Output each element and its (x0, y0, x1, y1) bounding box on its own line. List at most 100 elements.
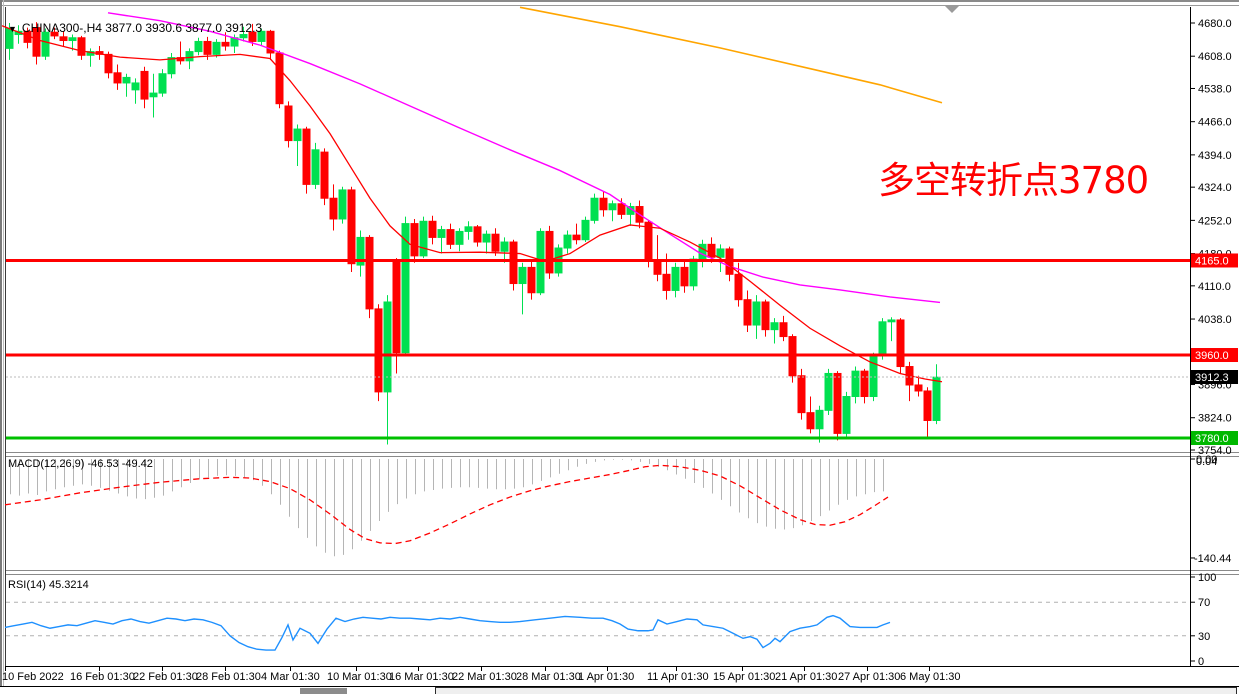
svg-text:28 Feb 01:30: 28 Feb 01:30 (196, 671, 261, 683)
svg-text:4608.0: 4608.0 (1198, 51, 1232, 63)
window-top-border (0, 0, 1239, 2)
svg-text:100: 100 (1198, 572, 1216, 584)
candle (833, 372, 842, 434)
moving-averages-layer (1, 6, 943, 383)
annotation-text: 多空转折点3780 (878, 159, 1149, 202)
svg-text:1 Apr 01:30: 1 Apr 01:30 (578, 671, 634, 683)
candle (779, 322, 788, 338)
svg-text:10 Mar 01:30: 10 Mar 01:30 (327, 671, 392, 683)
svg-text:16 Mar 01:30: 16 Mar 01:30 (389, 671, 454, 683)
candle (122, 76, 131, 84)
candle (914, 384, 923, 392)
price-badge (1191, 431, 1238, 446)
candle (590, 197, 599, 221)
candle (284, 105, 293, 142)
candle (896, 319, 905, 368)
candle (239, 34, 248, 39)
svg-text:3960.0: 3960.0 (1195, 350, 1229, 362)
candle (248, 31, 257, 42)
horizontal-scrollbar (0, 686, 1239, 694)
candle (734, 273, 743, 301)
candle (761, 301, 770, 331)
candle (563, 234, 572, 249)
rsi-label: RSI(14) 45.3214 (8, 579, 89, 591)
svg-text:27 Apr 01:30: 27 Apr 01:30 (838, 671, 900, 683)
candle (923, 390, 932, 421)
candle (113, 72, 122, 84)
price-badge (1191, 348, 1238, 363)
svg-text:3824.0: 3824.0 (1198, 413, 1232, 425)
candle (257, 30, 266, 42)
candle (527, 266, 536, 294)
candle (311, 149, 320, 185)
candle (572, 234, 581, 241)
svg-text:22 Feb 01:30: 22 Feb 01:30 (133, 671, 198, 683)
candle (752, 301, 761, 326)
candle (41, 31, 50, 57)
candle (473, 226, 482, 243)
candle (419, 220, 428, 257)
candle (491, 233, 500, 252)
candle (545, 230, 554, 274)
chart-shift-triangle-icon[interactable] (944, 5, 960, 13)
candle (293, 128, 302, 142)
svg-text:3780.0: 3780.0 (1195, 433, 1229, 445)
candle (212, 41, 221, 55)
candle (644, 221, 653, 261)
candle (266, 30, 275, 54)
candle (392, 259, 401, 354)
candle (842, 396, 851, 434)
candle (707, 243, 716, 258)
candle (617, 203, 626, 215)
candle (824, 372, 833, 411)
pane-frame-lines (5, 5, 1239, 667)
candle (77, 37, 86, 56)
svg-text:0.04: 0.04 (1196, 456, 1217, 468)
candle (59, 36, 68, 42)
candle (203, 40, 212, 55)
candle (302, 128, 311, 185)
candle (410, 223, 419, 257)
candle (140, 70, 149, 100)
candle (815, 409, 824, 430)
candle (509, 241, 518, 285)
collapse-arrow-icon[interactable]: ▼ (8, 24, 17, 34)
svg-text:4110.0: 4110.0 (1198, 281, 1231, 293)
candle (347, 189, 356, 265)
svg-text:-140.44: -140.44 (1194, 553, 1231, 565)
svg-text:4466.0: 4466.0 (1198, 117, 1232, 129)
candle (338, 189, 347, 220)
candle (680, 266, 689, 287)
candle (437, 229, 446, 238)
candle (194, 40, 203, 53)
candle (743, 299, 752, 326)
candle (671, 266, 680, 291)
candle (158, 73, 167, 94)
svg-text:22 Mar 01:30: 22 Mar 01:30 (452, 671, 517, 683)
svg-text:11 Apr 01:30: 11 Apr 01:30 (647, 671, 709, 683)
candle (329, 197, 338, 220)
candle (383, 301, 392, 393)
svg-text:6 May 01:30: 6 May 01:30 (900, 671, 961, 683)
candle (878, 321, 887, 357)
price-badge (1191, 253, 1238, 268)
candle (662, 273, 671, 291)
svg-text:16 Feb 01:30: 16 Feb 01:30 (70, 671, 135, 683)
scrollbar-thumb[interactable] (435, 687, 1237, 694)
svg-text:4038.0: 4038.0 (1198, 314, 1232, 326)
svg-text:0.00: 0.00 (1196, 454, 1217, 466)
candle (887, 319, 896, 323)
svg-text:4165.0: 4165.0 (1195, 255, 1229, 267)
candle (536, 230, 545, 294)
candle (464, 226, 473, 232)
candle (500, 241, 509, 252)
svg-text:4680.0: 4680.0 (1198, 18, 1232, 30)
candle (365, 236, 374, 310)
macd-label: MACD(12,26,9) -46.53 -49.42 (8, 458, 153, 470)
candle (599, 197, 608, 211)
candle (608, 203, 617, 211)
candle (851, 370, 860, 398)
window-left-border (0, 0, 2, 694)
